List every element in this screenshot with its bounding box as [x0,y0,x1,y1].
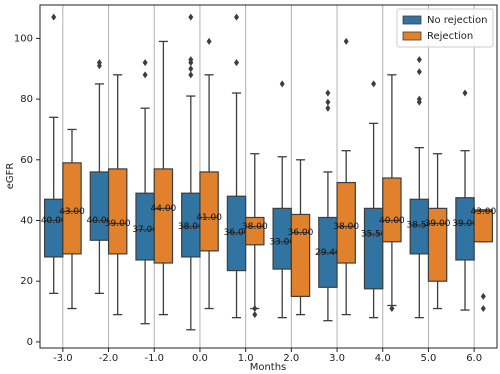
median-label: 43.00 [470,207,496,217]
legend-swatch [402,31,422,41]
median-label: 41.00 [196,213,222,223]
x-tick-label: 6.0 [466,353,482,364]
y-tick-label: 60 [20,155,33,166]
median-label: 38.00 [242,222,268,232]
y-tick-label: 80 [20,94,33,105]
outlier [416,68,422,76]
median-label: 36.00 [224,228,250,238]
legend: No rejection Rejection [396,8,494,48]
box [107,168,128,255]
outlier [234,13,240,21]
x-tick-label: 4.0 [375,353,391,364]
median-label: 40.00 [379,216,405,226]
outlier [325,104,331,112]
y-tick-label: 100 [14,33,33,44]
median-label: 43.00 [59,207,85,217]
outlier [206,37,212,45]
box [427,207,448,282]
outlier [416,56,422,64]
box [245,216,265,246]
outlier [480,305,486,313]
outlier [462,89,468,97]
outlier [252,305,258,313]
y-tick-label: 40 [20,216,33,227]
median-label: 38.00 [333,222,359,232]
box [336,181,356,264]
outlier [279,80,285,88]
outlier [343,37,349,45]
box [473,209,494,243]
outlier [188,59,194,67]
x-tick-label: 2.0 [283,353,299,364]
outlier [51,13,57,21]
legend-label: Rejection [427,31,473,42]
legend-label: No rejection [427,15,487,26]
median-label: 40.00 [41,216,67,226]
box [62,162,82,255]
median-label: 35.50 [361,230,387,240]
outlier [371,80,377,88]
outlier [188,13,194,21]
y-tick-label: 0 [27,337,33,348]
x-tick-label: 3.0 [329,353,345,364]
box [89,171,110,241]
x-tick-label: 0.0 [192,353,208,364]
y-tick-label: 20 [20,276,33,287]
median-label: 39.00 [105,219,131,229]
outlier [480,292,486,300]
outlier [142,59,148,67]
outlier [96,62,102,70]
outlier [325,98,331,106]
x-tick-label: -3.0 [53,353,73,364]
x-tick-label: -1.0 [144,353,164,364]
outlier [416,98,422,106]
outlier [252,311,258,319]
x-tick-label: 5.0 [420,353,436,364]
outlier [389,305,395,313]
median-label: 40.00 [87,216,113,226]
outlier [234,59,240,67]
outlier [188,65,194,73]
x-tick-label: -2.0 [99,353,119,364]
median-label: 33.00 [269,237,295,247]
y-axis-label: eGFR [5,163,16,190]
plot-frame [39,4,498,349]
median-label: 39.00 [425,219,451,229]
outlier [188,71,194,79]
x-tick-label: 1.0 [238,353,254,364]
x-axis-label: Months [250,362,287,373]
median-label: 37.00 [132,225,158,235]
median-label: 44.00 [151,204,177,214]
outlier [325,89,331,97]
box [199,171,219,252]
box [290,213,311,297]
box [153,168,174,264]
median-label: 38.50 [406,221,432,231]
median-label: 36.00 [288,228,314,238]
outlier [142,71,148,79]
median-label: 29.40 [315,248,341,258]
median-label: 38.00 [178,222,204,232]
median-label: 39.00 [452,219,478,229]
box [363,207,384,290]
legend-swatch [402,15,422,25]
box [382,177,402,243]
